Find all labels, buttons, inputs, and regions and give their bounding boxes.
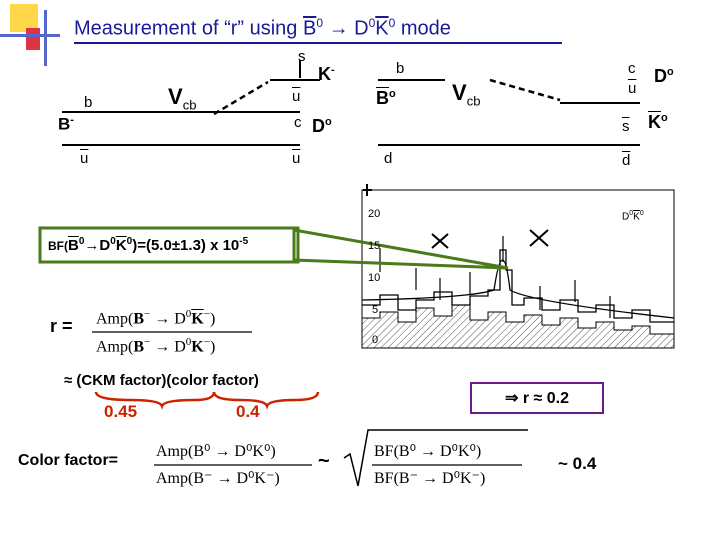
color-value: 0.4 <box>236 402 260 421</box>
right-c-label: c <box>628 60 636 77</box>
color-factor-result: ~ 0.4 <box>558 454 597 473</box>
left-b-label: b <box>84 94 93 111</box>
ckm-expression: ≈ (CKM factor)(color factor) <box>64 372 259 389</box>
plot-ytick-15: 15 <box>368 240 381 252</box>
bf-value: BF(B0→D0K0)=(5.0±1.3) x 10-5 <box>48 236 249 254</box>
left-c-label: c <box>294 114 302 131</box>
right-s-label: s <box>622 118 630 135</box>
left-s-label: s <box>298 48 306 65</box>
left-vcb-label: Vcb <box>168 84 197 113</box>
left-d-label: Do <box>312 116 332 136</box>
slide-title: Measurement of “r” using B0 → D0K0 mode <box>74 16 451 40</box>
right-d0-label: Do <box>654 66 674 86</box>
left-bminus-label: B- <box>58 114 74 134</box>
ckm-value: 0.45 <box>104 402 138 421</box>
cf-numerator: Amp(B⁰ → D⁰K⁰) <box>156 443 276 460</box>
sq-denominator: BF(B⁻ → D⁰K⁻) <box>374 470 486 487</box>
right-d1-label: d <box>384 150 393 167</box>
sq-numerator: BF(B⁰ → D⁰K⁰) <box>374 443 482 460</box>
plot-ytick-10: 10 <box>368 272 381 284</box>
right-vcb-label: Vcb <box>452 80 481 109</box>
right-d2-label: d <box>622 152 631 169</box>
left-u-label: u <box>292 88 301 105</box>
plot-ytick-0: 0 <box>372 334 379 346</box>
right-u-label: u <box>628 80 637 97</box>
cf-tilde: ~ <box>318 450 330 472</box>
left-ubar-left: u <box>80 150 89 167</box>
cf-denominator: Amp(B⁻ → D⁰K⁻) <box>156 470 280 487</box>
r-label: r = <box>50 316 73 336</box>
right-b0-label: Bo <box>376 88 396 108</box>
plot-ytick-20: 20 <box>368 208 381 220</box>
result-box: ⇒ r ≈ 0.2 <box>470 382 604 414</box>
left-k-label: K- <box>318 64 335 84</box>
title-underline <box>74 42 562 44</box>
r-denominator: Amp(B− → D0K−) <box>96 336 216 356</box>
plot-ytick-5: 5 <box>372 304 379 316</box>
r-numerator: Amp(B− → D0K−) <box>96 308 216 328</box>
corner-decoration <box>0 4 60 66</box>
color-factor-label: Color factor= <box>18 452 119 469</box>
plot-label: D0K0 <box>622 210 644 223</box>
left-ubar-right: u <box>292 150 301 167</box>
right-b-label: b <box>396 60 405 77</box>
right-k0-label: Ko <box>648 112 668 132</box>
